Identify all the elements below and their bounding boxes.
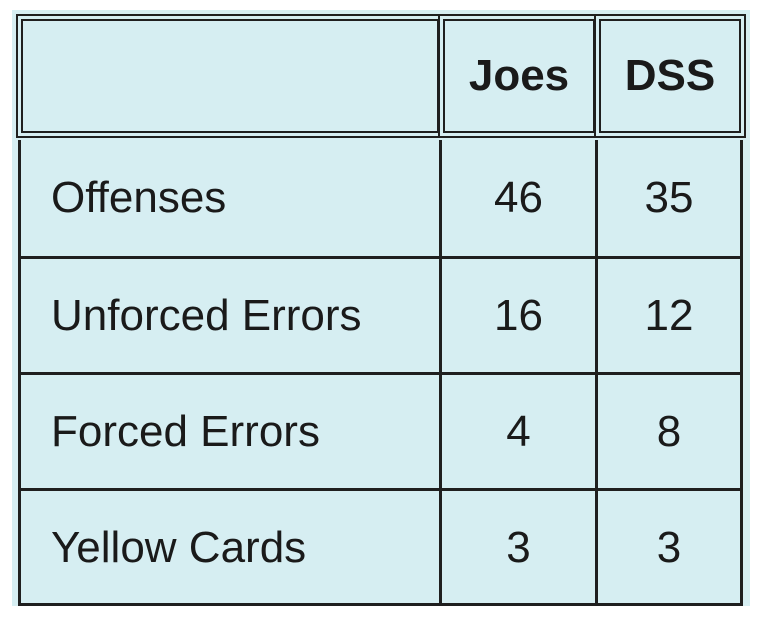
table-row: Forced Errors 4 8 — [21, 372, 740, 488]
row-label: Unforced Errors — [21, 259, 442, 372]
table-row: Unforced Errors 16 12 — [21, 256, 740, 372]
row-label: Forced Errors — [21, 375, 442, 488]
row-value-joes: 3 — [442, 491, 598, 604]
row-value-dss: 12 — [644, 290, 694, 340]
row-label: Yellow Cards — [21, 491, 442, 604]
row-value-dss: 35 — [644, 173, 694, 222]
table-body: Offenses 46 35 Unforced Errors 16 12 For… — [18, 140, 743, 606]
row-value-dss: 3 — [656, 522, 682, 572]
table-row: Yellow Cards 3 3 — [21, 488, 740, 604]
header-cell-blank — [16, 14, 444, 138]
table-row: Offenses 46 35 — [21, 140, 740, 256]
row-value-joes: 46 — [442, 140, 598, 256]
row-label: Offenses — [21, 140, 442, 256]
row-value-joes: 4 — [442, 375, 598, 488]
row-value-joes: 16 — [442, 259, 598, 372]
header-cell-dss: DSS — [594, 14, 746, 138]
row-value-dss: 8 — [656, 406, 682, 456]
header-cell-joes: Joes — [438, 14, 600, 138]
